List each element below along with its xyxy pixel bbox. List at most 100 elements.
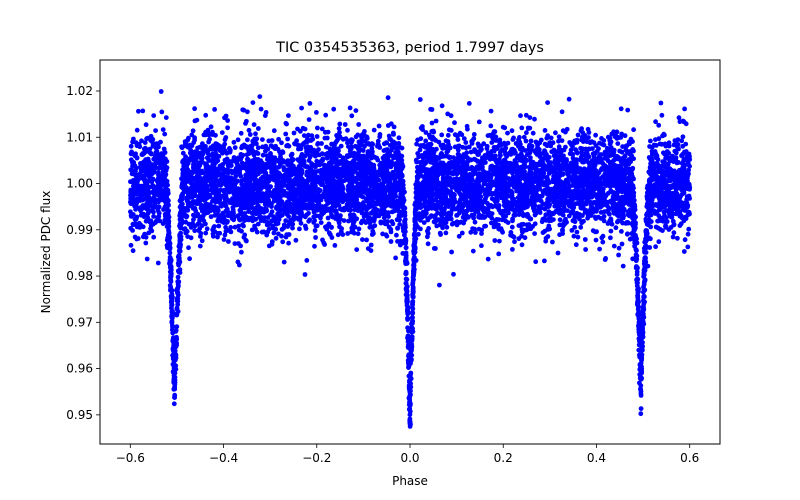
data-point — [527, 115, 533, 120]
data-point — [619, 194, 625, 200]
data-point — [559, 109, 565, 115]
data-point — [437, 230, 443, 236]
data-point — [557, 232, 562, 238]
data-point — [417, 147, 423, 153]
data-point — [135, 224, 140, 230]
data-point — [553, 130, 558, 136]
data-point — [670, 234, 676, 240]
data-point — [518, 113, 523, 119]
data-point — [313, 235, 318, 240]
data-point — [451, 271, 456, 277]
data-point — [231, 139, 237, 145]
data-point — [686, 193, 692, 199]
data-point — [396, 157, 402, 163]
data-point — [456, 233, 462, 239]
data-point — [583, 247, 588, 252]
data-point — [224, 150, 230, 156]
data-point — [306, 117, 312, 122]
data-point — [335, 232, 341, 238]
data-point — [471, 171, 476, 177]
data-point — [497, 238, 502, 244]
data-point — [599, 235, 605, 241]
data-point — [597, 246, 602, 252]
data-point — [523, 148, 528, 153]
data-point — [472, 219, 478, 225]
data-point — [385, 95, 391, 101]
data-point — [368, 242, 374, 248]
data-point — [128, 143, 134, 149]
data-point — [140, 234, 146, 240]
data-point — [260, 229, 265, 235]
data-point — [685, 231, 691, 237]
data-point — [208, 214, 214, 220]
data-point — [560, 227, 565, 233]
data-point — [324, 224, 330, 229]
data-point — [638, 406, 644, 411]
data-point — [476, 119, 482, 125]
data-point — [220, 210, 226, 216]
data-point — [671, 230, 677, 236]
data-point — [686, 226, 692, 232]
data-point — [295, 126, 300, 132]
data-point — [417, 97, 423, 102]
data-point — [315, 168, 321, 174]
data-point — [144, 256, 150, 262]
data-point — [356, 122, 362, 127]
data-point — [377, 134, 383, 140]
data-point — [528, 138, 534, 144]
data-point — [463, 140, 469, 145]
data-point — [523, 112, 529, 118]
data-point — [281, 259, 287, 265]
data-point — [551, 199, 557, 205]
data-point — [567, 198, 573, 204]
data-point — [130, 248, 136, 254]
data-point — [276, 231, 281, 237]
data-point — [360, 237, 365, 243]
data-point — [341, 218, 347, 224]
data-point — [153, 165, 159, 171]
data-point — [191, 212, 196, 218]
data-point — [556, 134, 562, 140]
data-point — [210, 198, 215, 204]
data-point — [440, 146, 445, 151]
data-point — [151, 214, 157, 219]
data-point — [315, 141, 321, 146]
data-point — [253, 131, 258, 137]
data-point — [151, 234, 157, 240]
data-point — [533, 259, 539, 265]
data-point — [530, 130, 536, 136]
data-point — [215, 234, 220, 240]
data-point — [192, 228, 198, 234]
data-point — [653, 244, 658, 250]
data-point — [353, 108, 359, 113]
data-point — [579, 220, 585, 226]
data-point — [246, 127, 252, 133]
data-point — [322, 129, 328, 135]
data-point — [616, 252, 621, 258]
data-point — [329, 141, 334, 147]
data-point — [582, 237, 588, 242]
data-point — [681, 249, 687, 254]
data-point — [615, 141, 621, 147]
data-point — [141, 177, 147, 183]
data-point — [391, 124, 397, 130]
data-point — [347, 105, 353, 111]
data-point — [332, 243, 338, 248]
data-point — [470, 248, 476, 254]
data-point — [257, 94, 263, 99]
data-point — [143, 122, 149, 128]
data-point — [600, 239, 606, 245]
data-point — [545, 100, 550, 105]
data-point — [436, 139, 442, 145]
data-points — [127, 89, 693, 429]
data-point — [312, 243, 317, 249]
data-point — [283, 131, 289, 137]
data-point — [356, 226, 362, 232]
data-point — [269, 209, 275, 215]
data-point — [524, 222, 530, 228]
data-point — [542, 258, 547, 264]
data-point — [187, 256, 193, 262]
data-point — [456, 143, 462, 149]
